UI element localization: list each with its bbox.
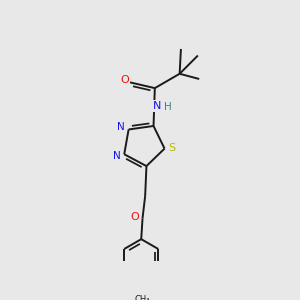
Text: H: H <box>164 102 172 112</box>
Text: CH₃: CH₃ <box>135 296 150 300</box>
Text: O: O <box>120 75 129 85</box>
Text: N: N <box>113 151 121 160</box>
Text: S: S <box>168 143 175 153</box>
Text: N: N <box>117 122 125 132</box>
Text: O: O <box>130 212 139 222</box>
Text: N: N <box>153 101 161 111</box>
